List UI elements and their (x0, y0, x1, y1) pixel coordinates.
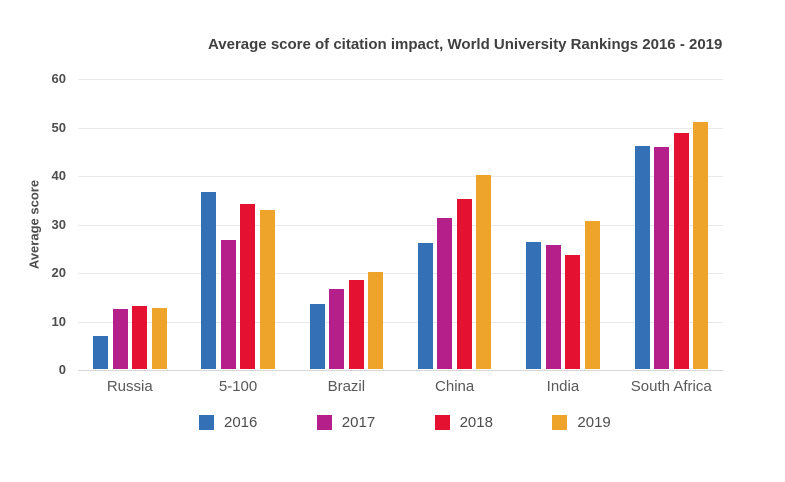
bar-2018-russia (132, 305, 147, 369)
bar-2018-south-africa (673, 133, 689, 369)
bar-2019-brazil (368, 272, 384, 369)
y-tick-label-60: 60 (51, 71, 66, 86)
bar-2017-brazil (329, 288, 345, 369)
bar-2017-india (545, 244, 561, 369)
x-category-label-russia: Russia (106, 378, 153, 395)
bar-2018-india (565, 255, 581, 369)
bar-2016-brazil (309, 303, 325, 369)
legend-label-2018: 2018 (459, 414, 493, 431)
grid-line-40 (78, 176, 723, 177)
grid-line-20 (78, 273, 723, 274)
grid-line-10 (78, 321, 723, 323)
plot-area (78, 79, 723, 371)
legend-swatch-2016 (199, 415, 214, 430)
legend-entry-2019: 2019 (552, 414, 611, 431)
bar-2019-5-100 (259, 209, 275, 369)
legend-label-2017: 2017 (341, 414, 376, 431)
bar-2017-south-africa (654, 146, 669, 369)
bar-2019-russia (151, 308, 167, 369)
legend-entry-2017: 2017 (316, 414, 376, 431)
bar-2017-russia (112, 308, 128, 369)
y-tick-label-10: 10 (51, 313, 66, 329)
legend-entry-2016: 2016 (199, 414, 257, 431)
bar-2019-south-africa (693, 122, 708, 369)
bar-2018-5-100 (240, 204, 256, 369)
grid-line-60 (78, 79, 723, 80)
bar-2016-russia (93, 336, 108, 369)
y-tick-label-40: 40 (51, 168, 66, 183)
bar-2017-china (437, 217, 453, 369)
grid-line-0 (78, 370, 723, 371)
grid-line-30 (78, 224, 723, 226)
bar-2019-china (476, 175, 492, 369)
x-category-label-china: China (435, 378, 475, 395)
y-tick-label-20: 20 (51, 265, 66, 280)
bar-2016-china (417, 242, 433, 369)
legend-label-2016: 2016 (224, 414, 258, 431)
bar-2016-south-africa (634, 145, 650, 369)
y-tick-label-30: 30 (51, 216, 66, 232)
bar-2017-5-100 (220, 240, 236, 369)
bar-2016-5-100 (201, 191, 217, 369)
legend-swatch-2019 (552, 415, 568, 430)
legend-entry-2018: 2018 (434, 414, 493, 431)
bar-2018-brazil (348, 279, 364, 369)
x-category-label-india: India (546, 378, 580, 395)
chart-title: Average score of citation impact, World … (208, 36, 723, 53)
bar-2018-china (456, 198, 472, 369)
bar-2016-india (526, 242, 542, 369)
legend-swatch-2017 (316, 415, 332, 430)
x-category-label-brazil: Brazil (327, 378, 366, 395)
y-tick-label-50: 50 (51, 119, 66, 135)
x-category-label-south-africa: South Africa (630, 378, 712, 395)
legend-swatch-2018 (434, 415, 450, 430)
legend-label-2019: 2019 (577, 414, 611, 431)
y-tick-label-0: 0 (58, 362, 66, 377)
grid-line-50 (78, 127, 723, 129)
bar-2019-india (584, 220, 600, 369)
x-category-label-5-100: 5-100 (218, 378, 258, 395)
